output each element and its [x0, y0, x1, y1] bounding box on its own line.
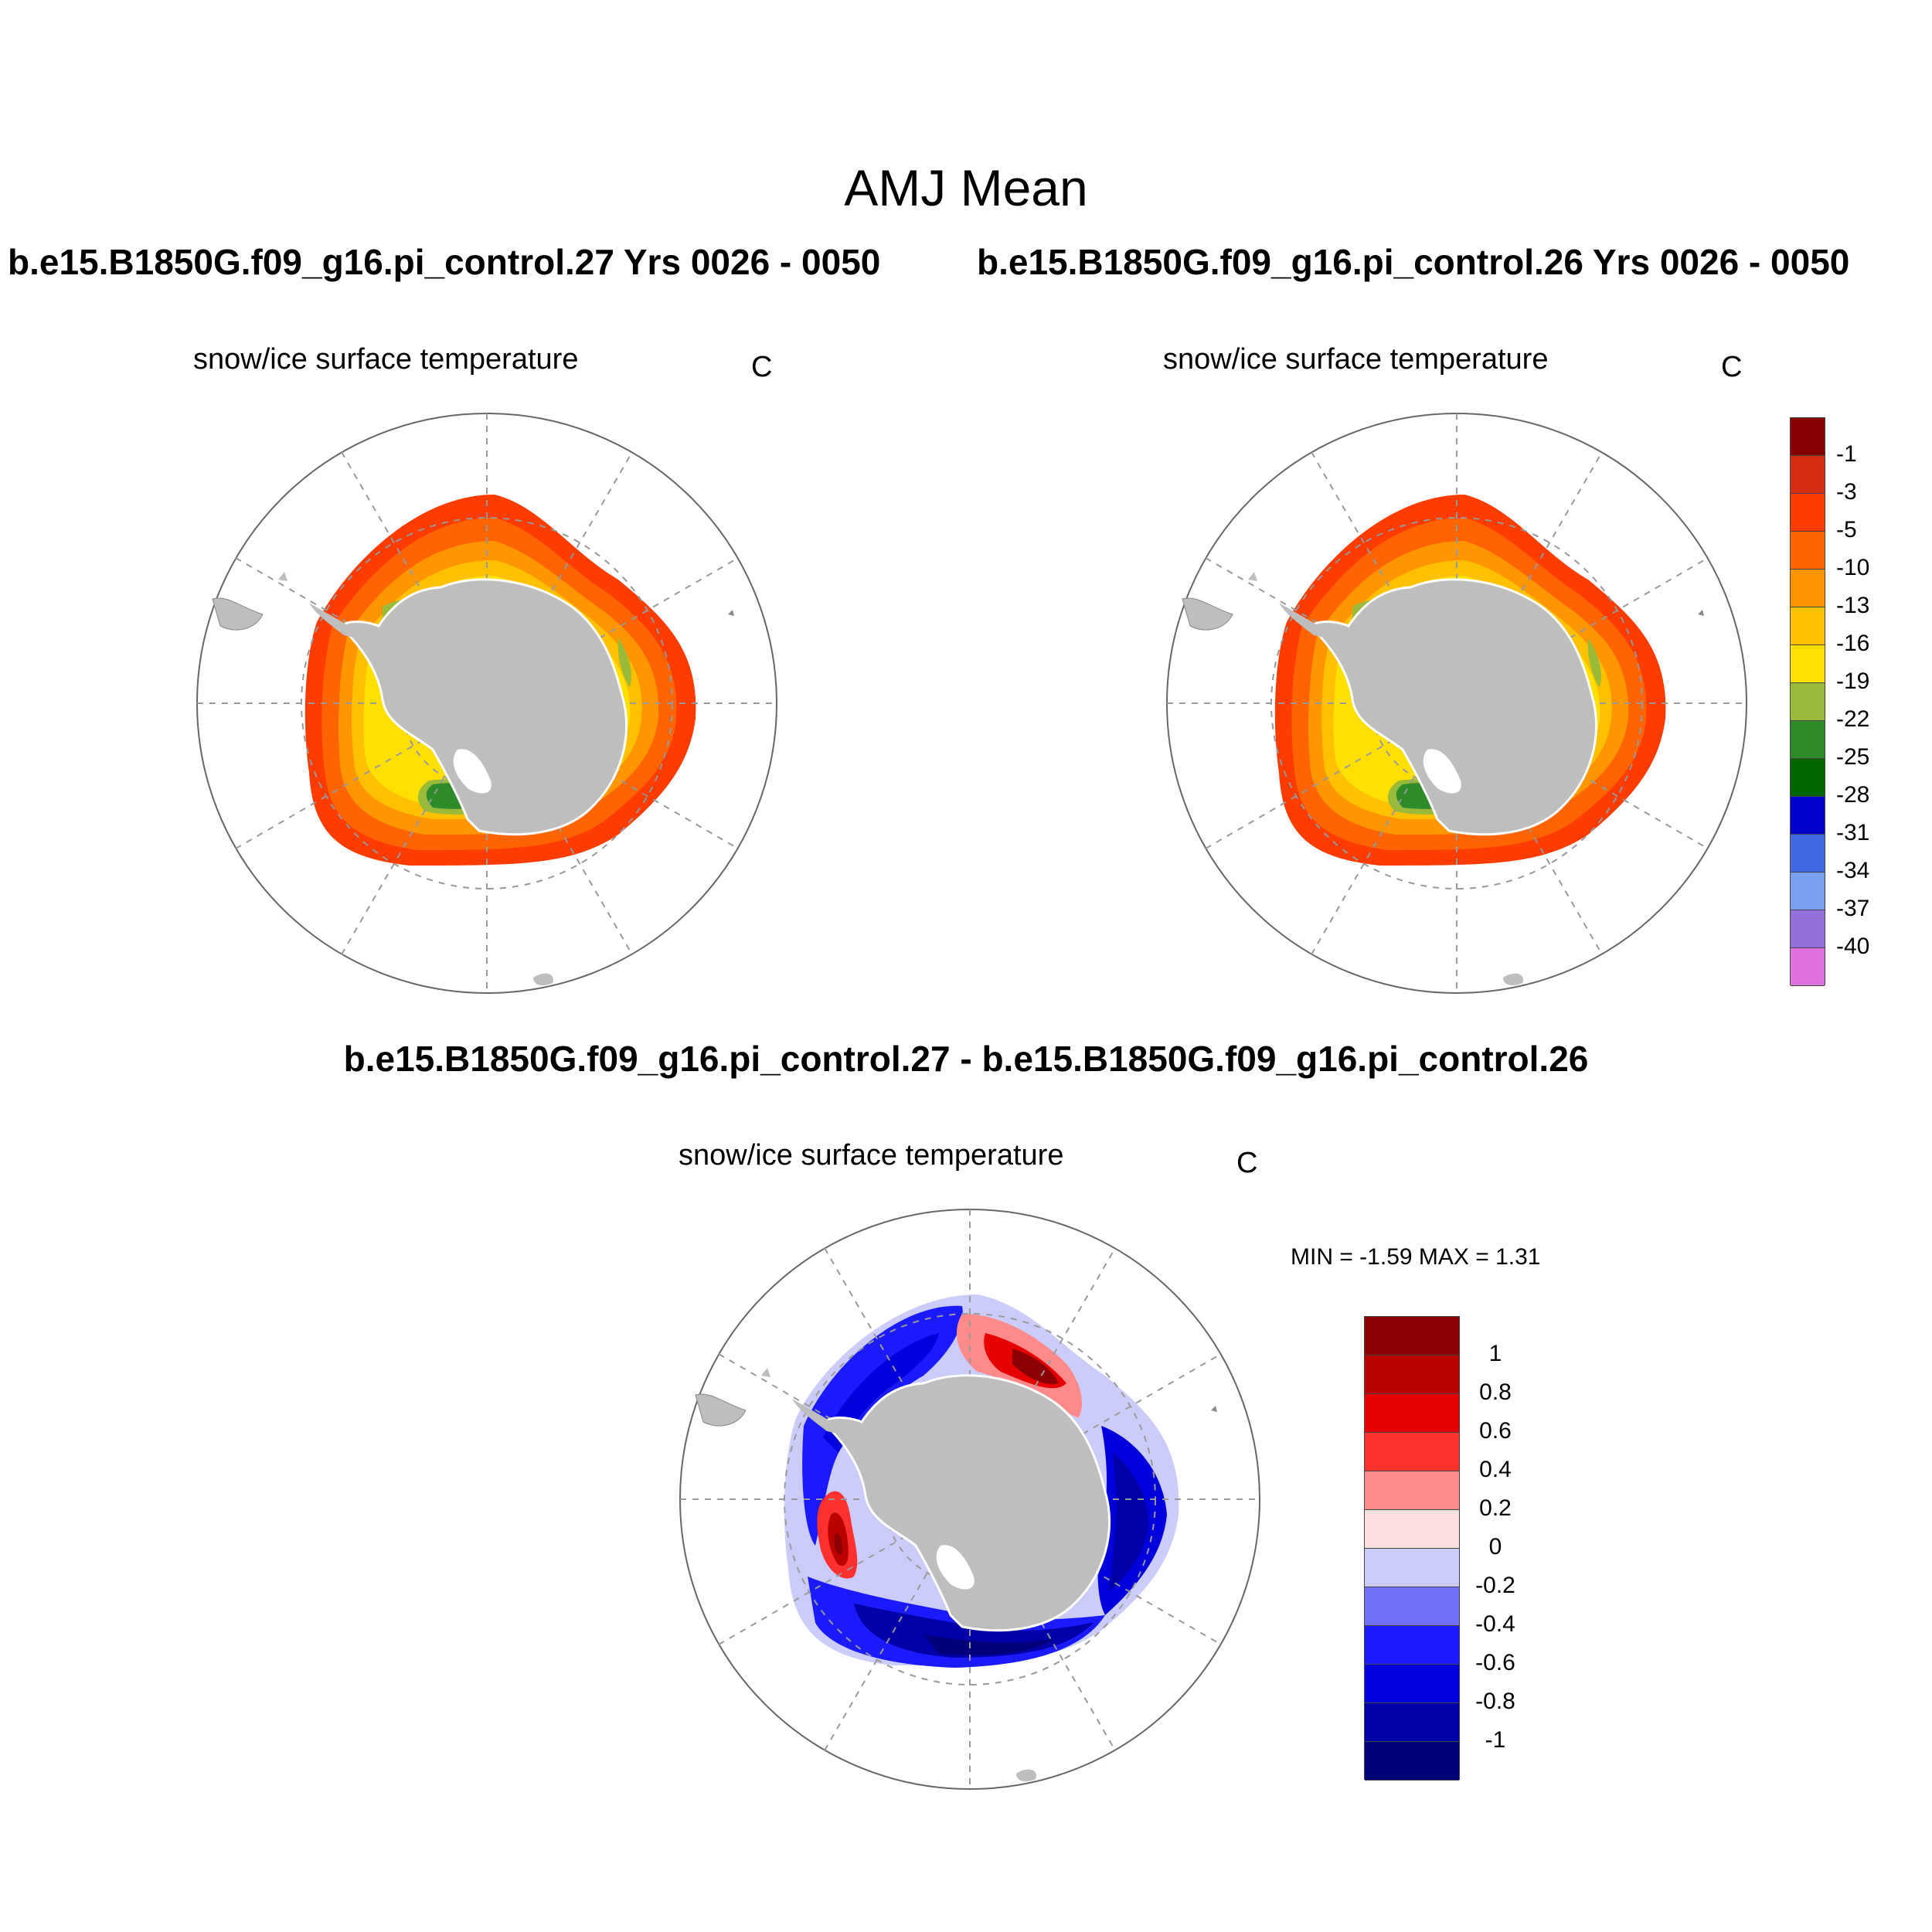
main-colorbar-swatch	[1791, 645, 1825, 683]
main-colorbar-label: -16	[1836, 631, 1870, 656]
main-colorbar-swatch	[1791, 456, 1825, 494]
main-colorbar-label: -34	[1836, 858, 1870, 883]
diff-colorbar-swatch	[1365, 1742, 1459, 1781]
diff-colorbar-label: -1	[1485, 1727, 1506, 1753]
main-colorbar-label: -1	[1836, 441, 1857, 467]
main-colorbar-swatch	[1791, 494, 1825, 532]
temperature-colorbar-labels: -1 -3 -5 -10 -13 -16 -19 -22 -25 -28 -31 -34 -37 -40	[1836, 417, 1898, 985]
temperature-colorbar	[1790, 417, 1825, 986]
main-colorbar-label: -13	[1836, 593, 1870, 618]
diff-colorbar-label: 0.2	[1479, 1495, 1512, 1521]
main-colorbar-label: -5	[1836, 517, 1857, 543]
difference-polar-map	[679, 1209, 1260, 1790]
right-units-label: C	[1721, 351, 1743, 383]
main-colorbar-swatch	[1791, 570, 1825, 607]
main-colorbar-label: -37	[1836, 896, 1870, 921]
main-colorbar-swatch	[1791, 835, 1825, 872]
main-colorbar-label: -25	[1836, 744, 1870, 770]
right-case-title: b.e15.B1850G.f09_g16.pi_control.26 Yrs 0…	[977, 242, 1850, 282]
diff-colorbar-label: 0.6	[1479, 1418, 1512, 1444]
main-colorbar-label: -31	[1836, 820, 1870, 845]
main-colorbar-swatch	[1791, 910, 1825, 948]
diff-colorbar-label: -0.4	[1475, 1611, 1515, 1637]
diff-minmax-label: MIN = -1.59 MAX = 1.31	[1291, 1244, 1541, 1270]
diff-colorbar-swatch	[1365, 1355, 1459, 1394]
diff-colorbar-label: -0.6	[1475, 1650, 1515, 1675]
diff-colorbar-swatch	[1365, 1626, 1459, 1665]
difference-colorbar-labels: 1 0.8 0.6 0.4 0.2 0 -0.2 -0.4 -0.6 -0.8 -1	[1464, 1316, 1526, 1780]
diff-colorbar-swatch	[1365, 1665, 1459, 1703]
main-colorbar-swatch	[1791, 797, 1825, 835]
diff-colorbar-swatch	[1365, 1510, 1459, 1549]
difference-colorbar	[1364, 1316, 1460, 1781]
main-colorbar-swatch	[1791, 872, 1825, 910]
diff-colorbar-label: 0	[1488, 1534, 1502, 1560]
right-polar-map	[1166, 413, 1747, 994]
diff-units-label: C	[1236, 1147, 1258, 1179]
left-units-label: C	[751, 351, 773, 383]
diff-colorbar-label: 0.4	[1479, 1457, 1512, 1482]
figure-title: AMJ Mean	[844, 159, 1088, 216]
main-colorbar-label: -10	[1836, 555, 1870, 580]
main-colorbar-swatch	[1791, 948, 1825, 986]
main-colorbar-swatch	[1791, 532, 1825, 570]
main-colorbar-swatch	[1791, 759, 1825, 797]
main-colorbar-label: -19	[1836, 668, 1870, 694]
main-colorbar-label: -22	[1836, 706, 1870, 732]
diff-colorbar-label: -0.2	[1475, 1573, 1515, 1598]
main-colorbar-swatch	[1791, 683, 1825, 721]
right-variable-label: snow/ice surface temperature	[1163, 343, 1549, 376]
diff-colorbar-swatch	[1365, 1394, 1459, 1433]
main-colorbar-swatch	[1791, 721, 1825, 759]
diff-colorbar-label: 1	[1488, 1341, 1502, 1366]
main-colorbar-swatch	[1791, 607, 1825, 645]
diff-colorbar-label: -0.8	[1475, 1689, 1515, 1714]
diff-colorbar-swatch	[1365, 1587, 1459, 1626]
diff-colorbar-swatch	[1365, 1471, 1459, 1510]
diff-colorbar-swatch	[1365, 1549, 1459, 1587]
diff-colorbar-swatch	[1365, 1703, 1459, 1742]
left-case-title: b.e15.B1850G.f09_g16.pi_control.27 Yrs 0…	[8, 242, 881, 282]
main-colorbar-label: -40	[1836, 934, 1870, 959]
left-polar-map	[196, 413, 777, 994]
diff-colorbar-swatch	[1365, 1433, 1459, 1471]
difference-case-title: b.e15.B1850G.f09_g16.pi_control.27 - b.e…	[343, 1039, 1589, 1079]
left-variable-label: snow/ice surface temperature	[193, 343, 579, 376]
main-colorbar-label: -28	[1836, 782, 1870, 808]
diff-colorbar-label: 0.8	[1479, 1379, 1512, 1405]
diff-colorbar-swatch	[1365, 1317, 1459, 1355]
diff-variable-label: snow/ice surface temperature	[679, 1139, 1064, 1172]
main-colorbar-swatch	[1791, 418, 1825, 456]
main-colorbar-label: -3	[1836, 479, 1857, 505]
